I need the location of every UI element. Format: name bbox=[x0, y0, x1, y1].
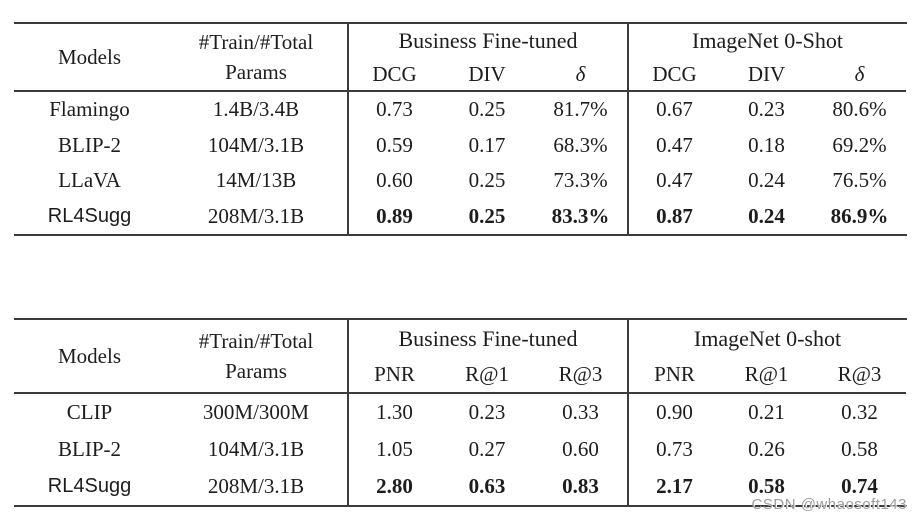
table-cell-value: 0.73 bbox=[627, 431, 720, 468]
table-cell-value: 0.24 bbox=[748, 203, 785, 228]
table2-subheader-r3-imagenet: R@3 bbox=[813, 357, 906, 394]
table-cell-value: 2.80 bbox=[347, 468, 440, 505]
table-row-params: 104M/3.1B bbox=[207, 437, 305, 461]
table-cell-value: 68.3% bbox=[553, 132, 608, 157]
table-cell-value: 0.26 bbox=[748, 437, 785, 461]
table-cell-value: 0.87 bbox=[627, 198, 720, 234]
table2-group-imagenet: ImageNet 0-shot bbox=[627, 320, 906, 357]
generation-results-table: Models #Train/#Total Params Business Fin… bbox=[14, 22, 907, 236]
table2-subheader-r3-business: R@3 bbox=[534, 357, 627, 394]
table2-params-header-line1: #Train/#Total bbox=[198, 328, 314, 353]
table-cell-value: 86.9% bbox=[830, 203, 889, 228]
table-cell-value: 0.89 bbox=[347, 198, 440, 234]
table1-subheader-dcg-imagenet: DCG bbox=[627, 58, 720, 92]
table1-group-business: Business Fine-tuned bbox=[347, 24, 627, 58]
table1-params-header-line1: #Train/#Total bbox=[198, 29, 314, 54]
table-cell-value: 0.27 bbox=[468, 437, 506, 461]
table-cell-value: 0.23 bbox=[468, 400, 506, 424]
table1-subheader-dcg-business: DCG bbox=[347, 58, 440, 92]
table-cell-value: 0.25 bbox=[468, 97, 506, 122]
table-cell-value: 69.2% bbox=[832, 132, 887, 157]
table-cell-value: 0.18 bbox=[748, 132, 785, 157]
table-row-model: RL4Sugg bbox=[47, 475, 132, 497]
table1-subheader-div-business: DIV bbox=[440, 58, 534, 92]
table1-subheader-div-imagenet: DIV bbox=[720, 58, 813, 92]
table1-models-header: Models bbox=[14, 24, 165, 92]
table-cell-value: 0.47 bbox=[627, 163, 720, 199]
table-cell-value: 0.23 bbox=[748, 97, 785, 122]
table2-models-header: Models bbox=[14, 320, 165, 394]
table2-subheader-r1-business: R@1 bbox=[440, 357, 534, 394]
table-row-model: LLaVA bbox=[58, 168, 121, 193]
table-row-params: 300M/300M bbox=[202, 400, 310, 424]
table-cell-value: 0.73 bbox=[347, 92, 440, 128]
table-cell-value: 0.83 bbox=[562, 474, 599, 498]
table-cell-value: 0.59 bbox=[347, 127, 440, 163]
table1-subheader-delta-business: δ bbox=[534, 58, 627, 92]
table1-subheader-delta-imagenet: δ bbox=[813, 58, 906, 92]
table-cell-value: 0.33 bbox=[562, 400, 599, 424]
table-row-params: 208M/3.1B bbox=[207, 203, 305, 228]
table-cell-value: 2.17 bbox=[627, 468, 720, 505]
table-row-params: 104M/3.1B bbox=[207, 132, 305, 157]
table-row-model: Flamingo bbox=[49, 97, 130, 122]
retrieval-results-table: Models #Train/#Total Params Business Fin… bbox=[14, 318, 907, 507]
table-cell-value: 0.58 bbox=[748, 474, 785, 498]
table-cell-value: 0.58 bbox=[841, 437, 878, 461]
table-cell-value: 0.47 bbox=[627, 127, 720, 163]
table2-subheader-pnr-imagenet: PNR bbox=[627, 357, 720, 394]
table1-group-imagenet: ImageNet 0-Shot bbox=[627, 24, 906, 58]
table2-subheader-r1-imagenet: R@1 bbox=[720, 357, 813, 394]
table-cell-value: 80.6% bbox=[832, 97, 887, 122]
table2-group-business: Business Fine-tuned bbox=[347, 320, 627, 357]
table-row-model: CLIP bbox=[66, 400, 113, 424]
table-cell-value: 1.30 bbox=[347, 394, 440, 431]
table-row-model: RL4Sugg bbox=[47, 204, 132, 227]
table-cell-value: 83.3% bbox=[551, 203, 610, 228]
table1-params-header-line2: Params bbox=[225, 60, 287, 84]
table-cell-value: 0.25 bbox=[468, 203, 506, 228]
table-cell-value: 0.32 bbox=[841, 400, 878, 424]
table-cell-value: 0.24 bbox=[748, 168, 785, 193]
table-cell-value: 0.60 bbox=[562, 437, 599, 461]
table-cell-value: 0.60 bbox=[347, 163, 440, 199]
table-cell-value: 0.90 bbox=[627, 394, 720, 431]
table-row-params: 1.4B/3.4B bbox=[212, 97, 300, 122]
table-row-params: 14M/13B bbox=[215, 168, 297, 193]
table1-params-header: #Train/#Total Params bbox=[165, 24, 347, 92]
table-row-model: BLIP-2 bbox=[58, 437, 121, 461]
table-row-params: 208M/3.1B bbox=[207, 474, 305, 498]
table-cell-value: 73.3% bbox=[553, 168, 608, 193]
csdn-watermark: CSDN @whaosoft143 bbox=[751, 496, 907, 513]
table-cell-value: 0.21 bbox=[748, 400, 785, 424]
table-cell-value: 81.7% bbox=[553, 97, 608, 122]
table-cell-value: 76.5% bbox=[832, 168, 887, 193]
table2-params-header-line2: Params bbox=[225, 359, 287, 383]
table2-params-header: #Train/#Total Params bbox=[165, 320, 347, 394]
table-cell-value: 0.17 bbox=[468, 132, 506, 157]
table-cell-value: 1.05 bbox=[347, 431, 440, 468]
table-row-model: BLIP-2 bbox=[58, 132, 121, 157]
table-cell-value: 0.67 bbox=[627, 92, 720, 128]
table2-subheader-pnr-business: PNR bbox=[347, 357, 440, 394]
table-cell-value: 0.74 bbox=[841, 474, 878, 498]
table-cell-value: 0.63 bbox=[468, 474, 506, 498]
table-cell-value: 0.25 bbox=[468, 168, 506, 193]
